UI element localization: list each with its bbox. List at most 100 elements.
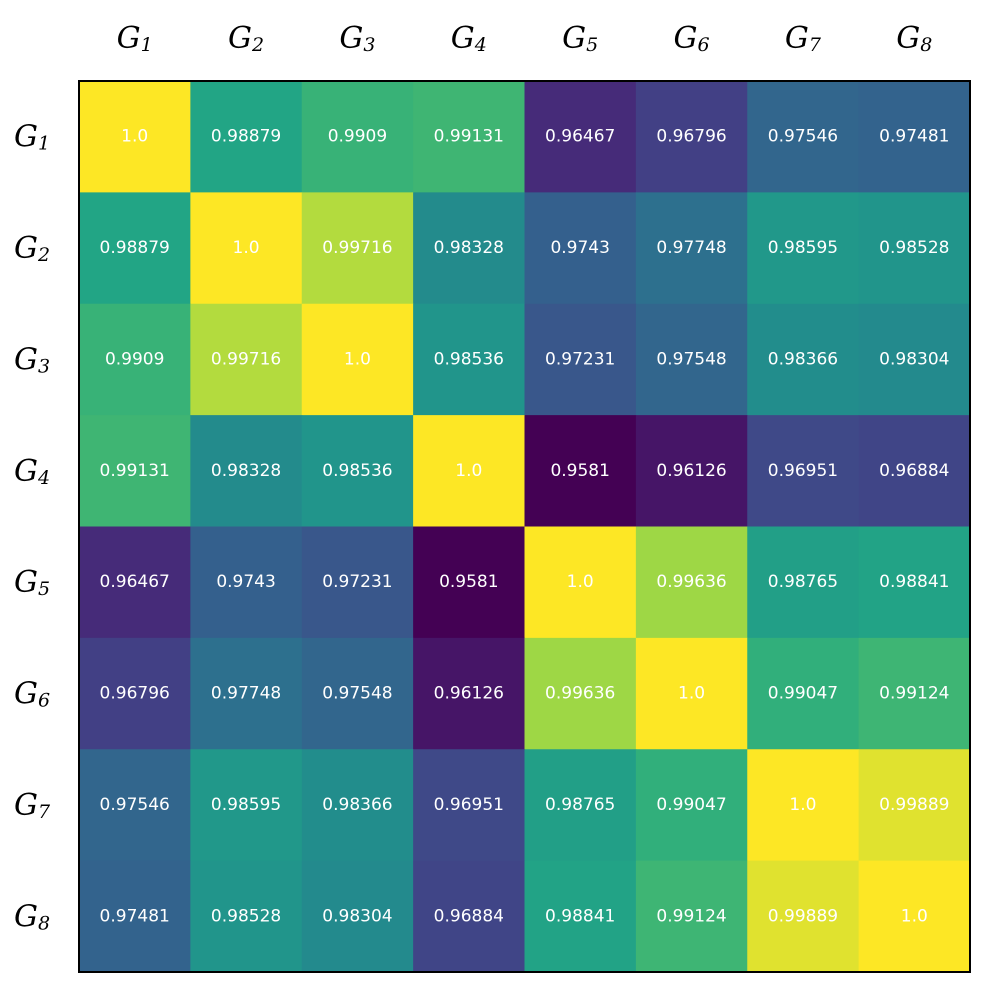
x-tick-label-4-subscript: 4 — [474, 34, 487, 56]
heatmap-cell-r3-c1 — [79, 303, 191, 416]
heatmap-cell-r7-c7 — [747, 749, 860, 862]
cell-label-r5-c1: 0.96467 — [100, 572, 170, 592]
cell-label-r4-c8: 0.96884 — [879, 461, 949, 481]
heatmap-cell-labels: 1.0 0.98879 0.9909 0.99131 0.96467 0.96796 0.9… — [100, 127, 950, 927]
heatmap-cell-r4-c2 — [190, 415, 303, 527]
cell-label-r4-c7: 0.96951 — [768, 461, 838, 481]
x-tick-label-8-subscript: 8 — [920, 34, 932, 56]
cell-label-r5-c4: 0.9581 — [439, 572, 498, 592]
y-tick-label-8-base: G — [14, 899, 38, 934]
cell-label-r2-c5: 0.9743 — [550, 238, 609, 258]
heatmap-cell-r3-c2 — [190, 303, 303, 416]
heatmap-cell-r8-c6 — [635, 860, 748, 973]
cell-label-r8-c5: 0.98841 — [545, 906, 615, 926]
x-tick-label-6-subscript: 6 — [698, 34, 710, 56]
y-tick-label-6: G6 — [14, 676, 50, 712]
y-tick-label-6-base: G — [14, 676, 38, 711]
heatmap-cell-r7-c5 — [524, 749, 637, 862]
x-tick-label-3: G3 — [339, 21, 375, 57]
heatmap-cell-r7-c8 — [858, 749, 971, 862]
cell-label-r6-c6: 1.0 — [678, 684, 705, 704]
cell-label-r6-c4: 0.96126 — [434, 684, 504, 704]
heatmap-cell-r1-c1 — [79, 81, 191, 193]
x-tick-label-4-base: G — [451, 21, 475, 56]
cell-label-r7-c7: 1.0 — [789, 795, 816, 815]
cell-label-r2-c2: 1.0 — [233, 238, 260, 258]
x-tick-label-4: G4 — [451, 21, 487, 57]
cell-label-r6-c7: 0.99047 — [768, 684, 838, 704]
heatmap-cell-r7-c2 — [190, 749, 303, 862]
cell-label-r1-c7: 0.97546 — [768, 127, 838, 147]
heatmap-cell-r2-c1 — [79, 192, 191, 305]
x-tick-label-8: G8 — [896, 21, 932, 57]
cell-label-r4-c1: 0.99131 — [100, 461, 170, 481]
heatmap-cell-r2-c2 — [190, 192, 303, 305]
y-tick-label-1-base: G — [14, 119, 38, 154]
heatmap-cell-r2-c3 — [301, 192, 414, 305]
cell-label-r5-c5: 1.0 — [567, 572, 594, 592]
heatmap-cell-r2-c8 — [858, 192, 971, 305]
cell-label-r2-c7: 0.98595 — [768, 238, 838, 258]
cell-label-r4-c4: 1.0 — [455, 461, 482, 481]
heatmap-cell-r5-c5 — [524, 526, 637, 639]
cell-label-r8-c8: 1.0 — [901, 906, 928, 926]
heatmap-cell-r6-c4 — [413, 637, 525, 750]
x-tick-label-1: G1 — [117, 21, 153, 57]
heatmap-cell-r7-c6 — [635, 749, 748, 862]
heatmap-cell-r4-c8 — [858, 415, 971, 527]
y-tick-label-5-base: G — [14, 565, 38, 600]
cell-label-r4-c2: 0.98328 — [211, 461, 281, 481]
heatmap-cell-r3-c8 — [858, 303, 971, 416]
cell-label-r6-c8: 0.99124 — [879, 684, 949, 704]
heatmap-cell-r3-c7 — [747, 303, 860, 416]
heatmap-cell-r2-c4 — [413, 192, 525, 305]
cell-label-r7-c2: 0.98595 — [211, 795, 281, 815]
cell-label-r1-c5: 0.96467 — [545, 127, 615, 147]
cell-label-r7-c6: 0.99047 — [656, 795, 726, 815]
cell-label-r4-c5: 0.9581 — [550, 461, 609, 481]
heatmap-cell-r3-c6 — [635, 303, 748, 416]
heatmap-cell-r8-c8 — [858, 860, 971, 973]
x-tick-label-6-base: G — [674, 21, 698, 56]
cell-label-r7-c4: 0.96951 — [434, 795, 504, 815]
cell-label-r7-c3: 0.98366 — [322, 795, 392, 815]
cell-label-r6-c1: 0.96796 — [100, 684, 170, 704]
y-tick-label-8: G8 — [14, 899, 50, 935]
cell-label-r2-c3: 0.99716 — [322, 238, 392, 258]
heatmap-cells — [79, 81, 971, 973]
cell-label-r7-c8: 0.99889 — [879, 795, 949, 815]
heatmap-cell-r6-c2 — [190, 637, 303, 750]
heatmap-cell-r8-c4 — [413, 860, 525, 973]
y-tick-label-2: G2 — [14, 231, 50, 267]
heatmap-cell-r8-c1 — [79, 860, 191, 973]
heatmap-cell-r4-c3 — [301, 415, 414, 527]
heatmap-cell-r3-c4 — [413, 303, 525, 416]
cell-label-r4-c6: 0.96126 — [656, 461, 726, 481]
heatmap-cell-r1-c5 — [524, 81, 637, 193]
x-tick-label-3-subscript: 3 — [363, 34, 375, 56]
x-tick-label-3-base: G — [339, 21, 363, 56]
cell-label-r3-c8: 0.98304 — [879, 349, 949, 369]
heatmap-cell-r7-c3 — [301, 749, 414, 862]
cell-label-r6-c2: 0.97748 — [211, 684, 281, 704]
heatmap-cell-r7-c4 — [413, 749, 525, 862]
cell-label-r5-c8: 0.98841 — [879, 572, 949, 592]
cell-label-r1-c1: 1.0 — [121, 127, 148, 147]
heatmap-cell-r4-c7 — [747, 415, 860, 527]
cell-label-r5-c7: 0.98765 — [768, 572, 838, 592]
y-tick-label-4-subscript: 4 — [37, 467, 50, 489]
heatmap-cell-r5-c1 — [79, 526, 191, 639]
cell-label-r8-c7: 0.99889 — [768, 906, 838, 926]
y-tick-label-4: G4 — [14, 453, 50, 489]
heatmap-cell-r6-c8 — [858, 637, 971, 750]
cell-label-r3-c3: 1.0 — [344, 349, 371, 369]
y-tick-label-4-base: G — [14, 453, 38, 488]
heatmap-cell-r8-c5 — [524, 860, 637, 973]
cell-label-r1-c6: 0.96796 — [656, 127, 726, 147]
heatmap-cell-r2-c7 — [747, 192, 860, 305]
heatmap-cell-r4-c6 — [635, 415, 748, 527]
x-tick-label-5: G5 — [562, 21, 598, 57]
heatmap-cell-r5-c4 — [413, 526, 525, 639]
x-axis-tick-labels: G1 G2 G3 G4 G5 G6 G7 G8 — [117, 21, 933, 57]
cell-label-r8-c1: 0.97481 — [100, 906, 170, 926]
